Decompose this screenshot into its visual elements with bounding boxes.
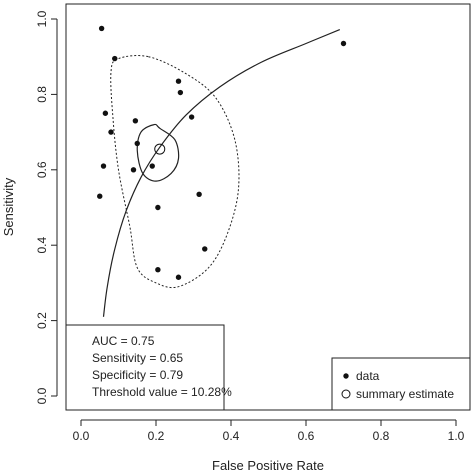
- data-point: [108, 129, 114, 135]
- confidence-region: [136, 123, 180, 182]
- data-point: [177, 89, 184, 96]
- data-point: [155, 267, 161, 273]
- legend: data summary estimate: [331, 357, 471, 411]
- data-point: [175, 78, 182, 84]
- legend-data-label: data: [356, 369, 380, 383]
- data-point: [130, 167, 137, 173]
- y-tick-label: 0.4: [35, 237, 49, 254]
- prediction-region: [110, 55, 240, 289]
- y-tick-label: 0.6: [35, 161, 49, 178]
- legend-summary-label: summary estimate: [356, 387, 454, 401]
- data-point: [98, 25, 105, 32]
- y-tick-label: 1.0: [35, 10, 49, 27]
- data-point: [132, 118, 139, 124]
- data-point: [175, 274, 182, 280]
- data-point: [202, 246, 208, 252]
- x-tick-label: 0.2: [148, 429, 165, 443]
- regions: [102, 29, 341, 317]
- summary-estimate-point: [154, 143, 166, 155]
- data-point: [155, 204, 161, 211]
- y-tick-label: 0.8: [35, 86, 49, 103]
- stats-sensitivity: Sensitivity = 0.65: [92, 351, 183, 365]
- sroc-curve: [102, 29, 341, 317]
- x-axis-label: False Positive Rate: [212, 458, 324, 473]
- y-tick-label: 0.0: [35, 387, 49, 404]
- data-point: [134, 140, 140, 147]
- data-point: [112, 55, 118, 62]
- y-tick-label: 0.2: [35, 312, 49, 329]
- data-point: [102, 110, 109, 116]
- data-point: [188, 114, 195, 120]
- stats-auc: AUC = 0.75: [92, 334, 155, 348]
- legend-summary-marker: [341, 389, 351, 399]
- y-axis: 0.0 0.2 0.4 0.6 0.8 1.0: [35, 10, 58, 404]
- data-points: [97, 25, 347, 280]
- stats-specificity: Specificity = 0.79: [92, 368, 183, 382]
- stats-box: AUC = 0.75 Sensitivity = 0.65 Specificit…: [65, 324, 232, 411]
- x-tick-label: 0.6: [298, 429, 315, 443]
- legend-data-marker: [343, 373, 349, 379]
- y-axis-label: Sensitivity: [1, 177, 16, 236]
- stats-box-frame: [65, 324, 225, 411]
- legend-frame: [331, 357, 471, 411]
- data-point: [196, 191, 202, 198]
- stats-threshold: Threshold value = 10.28%: [92, 385, 232, 399]
- x-tick-label: 0.4: [223, 429, 240, 443]
- data-point: [97, 193, 103, 199]
- data-point: [340, 40, 347, 47]
- data-point: [100, 163, 107, 169]
- x-tick-label: 1.0: [448, 429, 465, 443]
- x-tick-label: 0.0: [73, 429, 90, 443]
- data-point: [149, 163, 155, 169]
- x-tick-label: 0.8: [373, 429, 390, 443]
- x-axis: 0.0 0.2 0.4 0.6 0.8 1.0: [73, 419, 465, 443]
- plot-frame: [65, 3, 471, 411]
